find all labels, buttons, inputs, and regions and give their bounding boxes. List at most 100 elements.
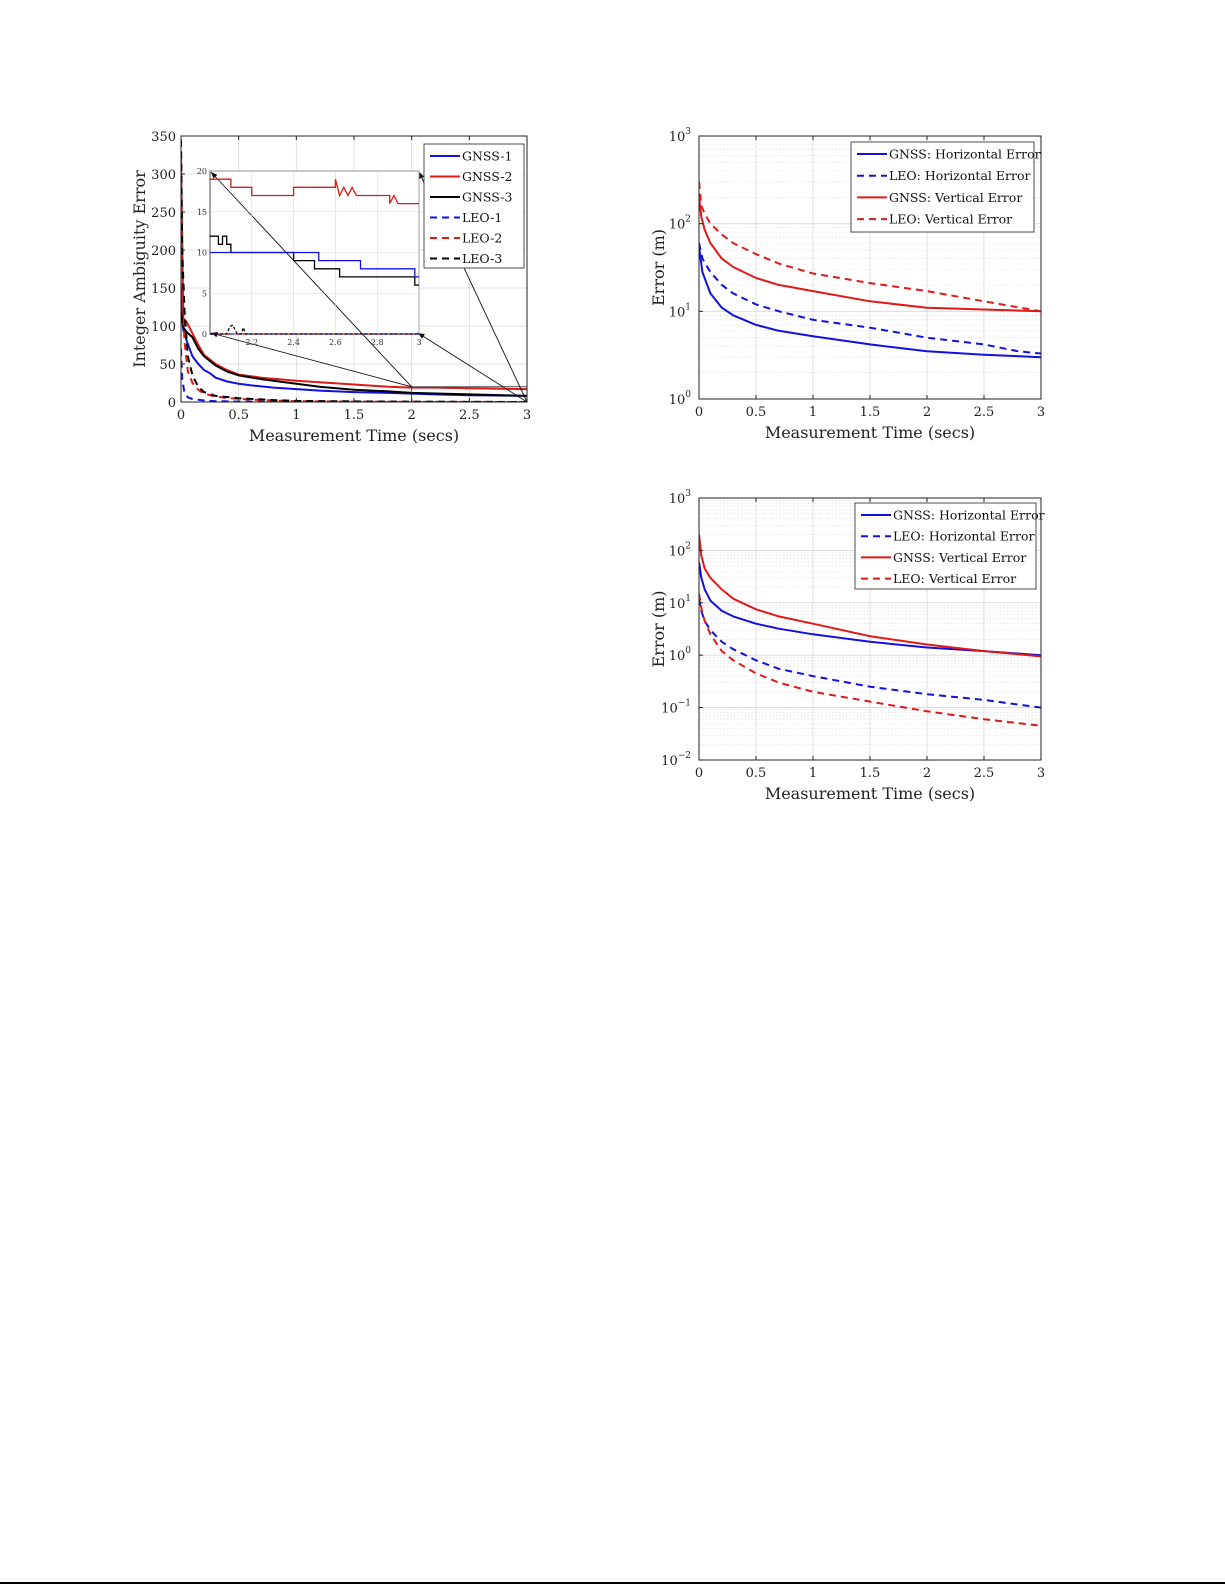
inset-x-tick-label: 2.6 [329, 338, 342, 347]
y-tick-label-4-exp: 2 [685, 541, 691, 551]
y-tick-label-3: 103 [669, 127, 692, 145]
x-tick-label: 1.5 [344, 408, 365, 423]
x-tick-label: 0.5 [746, 766, 767, 781]
legend-box [850, 141, 1035, 233]
x-tick-label: 3 [523, 408, 531, 423]
y-tick-label-0: 100 [669, 390, 692, 408]
x-tick-label: 0 [177, 408, 185, 423]
series-group-error-top [699, 181, 1041, 359]
y-tick-label-5-base: 10 [669, 492, 686, 507]
legend-entry: LEO: Horizontal Error [889, 168, 1030, 183]
inset-y-tick-label: 10 [197, 249, 207, 258]
legend-entry: GNSS: Vertical Error [889, 190, 1022, 205]
x-tick-label: 0.5 [746, 405, 767, 420]
legend-entry: GNSS-3 [462, 190, 513, 205]
y-tick-label-2: 102 [669, 215, 691, 233]
x-tick-label: 2.5 [974, 766, 995, 781]
legend-entry: GNSS: Horizontal Error [889, 147, 1041, 162]
y-axis-label: Error (m) [649, 229, 668, 306]
y-tick-label-0-base: 10 [669, 393, 686, 408]
y-tick-label-0: 10−2 [661, 751, 691, 769]
inset-zoom: 2.2 2.4 2.6 2.8 3 0 5 10 15 20 [197, 167, 528, 403]
inset-x-tick-label: 3 [416, 338, 421, 347]
series-line-leo-horizontal-error [699, 242, 1041, 355]
legend-entry: GNSS-2 [462, 169, 512, 184]
y-tick-label-0-base: 10 [661, 754, 678, 769]
x-axis-label: Measurement Time (secs) [765, 423, 975, 442]
series-line-gnss-vertical-error [699, 534, 1041, 658]
zoom-region-box [411, 386, 528, 403]
x-tick-label: 2 [408, 408, 416, 423]
y-tick-label-1-exp: 1 [685, 302, 691, 312]
x-tick-label: 2.5 [459, 408, 480, 423]
chart-ambiguity: 0 0.5 1 1.5 2 2.5 3050100150200250300350Measur… [130, 130, 531, 445]
series-line-leo-vertical-error [699, 181, 1041, 313]
series-line-gnss-2 [181, 154, 527, 391]
x-tick-label: 0 [695, 405, 703, 420]
y-axis-label: Error (m) [649, 591, 668, 668]
y-axis-label: Integer Ambiguity Error [130, 170, 149, 368]
y-tick-label-0-exp: −2 [678, 751, 691, 761]
zoom-connector-bottom-left [210, 332, 412, 388]
legend-entry: LEO-3 [462, 251, 502, 266]
inset-y-tick-label: 15 [197, 208, 207, 217]
x-tick-label: 1 [292, 408, 300, 423]
series-group-error-bottom [699, 534, 1041, 727]
y-tick-label: 100 [151, 320, 176, 335]
y-tick-label: 0 [168, 396, 176, 411]
x-tick-label: 1 [809, 766, 817, 781]
y-tick-label: 50 [159, 358, 176, 373]
x-tick-label: 2 [923, 405, 931, 420]
inset-x-tick-label: 2.8 [371, 338, 384, 347]
legend-error-bottom: GNSS: Horizontal Error LEO: Horizontal Er… [854, 502, 1045, 590]
zoom-connector-bottom-right [417, 332, 528, 403]
inset-y-tick-label: 20 [197, 167, 207, 176]
x-tick-label: 2.5 [974, 405, 995, 420]
legend-entry: GNSS: Horizontal Error [893, 508, 1045, 523]
inset-x-tick-label: 2.2 [245, 338, 258, 347]
y-tick-label: 300 [151, 168, 176, 183]
y-tick-label-1-exp: −1 [678, 699, 691, 709]
inset-y-tick-label: 5 [202, 289, 207, 298]
x-tick-label: 1.5 [860, 405, 881, 420]
y-tick-label: 150 [151, 282, 176, 297]
series-line-leo-horizontal-error [699, 598, 1041, 709]
legend-entry: LEO-1 [462, 210, 502, 225]
inset-x-tick-label: 2.4 [287, 338, 300, 347]
series-line-leo-vertical-error [699, 593, 1041, 727]
legend-entry: LEO: Vertical Error [893, 571, 1016, 586]
x-axis-label: Measurement Time (secs) [765, 784, 975, 803]
series-line-gnss-vertical-error [699, 197, 1041, 313]
legend-ambiguity: GNSS-1 GNSS-2 GNSS-3 LEO-1 LEO-2 LEO-3 [423, 143, 525, 269]
y-tick-label-2: 100 [669, 646, 692, 664]
y-tick-label-3-base: 10 [669, 597, 686, 612]
x-tick-label: 0.5 [228, 408, 249, 423]
y-tick-label-1: 10−1 [661, 699, 691, 717]
legend-entry: LEO: Horizontal Error [893, 529, 1034, 544]
y-tick-label-5-exp: 3 [685, 489, 691, 499]
x-tick-label: 1.5 [860, 766, 881, 781]
y-tick-label-2-exp: 0 [685, 646, 691, 656]
y-tick-label-0-exp: 0 [685, 390, 691, 400]
y-tick-label-5: 103 [669, 489, 692, 507]
legend-entry: LEO-2 [462, 231, 502, 246]
chart-error-bottom: 0 0.5 1 1.5 2 2.5 310−210−1100101102103Measure… [649, 489, 1045, 803]
y-tick-label-2-base: 10 [669, 649, 686, 664]
y-tick-label-3-exp: 3 [685, 127, 691, 137]
series-line-leo-3 [181, 139, 527, 402]
y-tick-label-4-base: 10 [669, 544, 686, 559]
x-tick-label: 1 [809, 405, 817, 420]
y-tick-label-1: 101 [669, 302, 691, 320]
series-line-gnss-horizontal-error [699, 561, 1041, 657]
legend-error-top: GNSS: Horizontal Error LEO: Horizontal Er… [850, 141, 1041, 233]
legend-entry: LEO: Vertical Error [889, 212, 1012, 227]
legend-entry: GNSS-1 [462, 149, 512, 164]
y-tick-label-3: 101 [669, 594, 691, 612]
x-tick-label: 3 [1037, 766, 1045, 781]
series-line-gnss-3 [181, 310, 527, 397]
zoom-connector-top-left [210, 171, 412, 388]
y-tick-label: 200 [151, 244, 176, 259]
y-tick-label-3-exp: 1 [685, 594, 691, 604]
